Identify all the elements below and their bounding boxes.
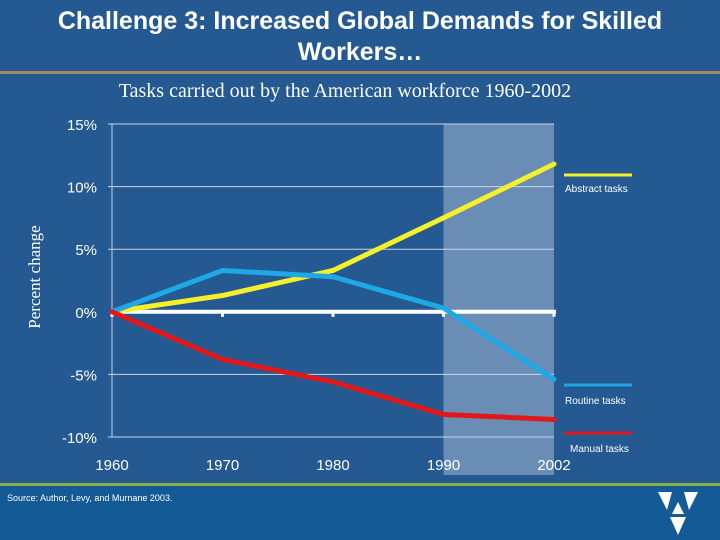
- data-point: [330, 379, 336, 385]
- line-chart: 15% 10% 5% 0% -5% -10% 1960 1970 1980 1990 2002 Abs…: [62, 117, 632, 475]
- title-divider: [0, 71, 720, 74]
- logo-icon: [658, 492, 698, 535]
- legend-label: Manual tasks: [570, 444, 629, 455]
- highlight-band: [443, 124, 554, 475]
- legend-label: Routine tasks: [565, 396, 626, 407]
- source-note: Source: Author, Levy, and Murnane 2003.: [7, 493, 173, 503]
- data-point: [441, 305, 446, 311]
- data-point: [220, 267, 225, 273]
- x-tick-label: 2002: [537, 457, 570, 474]
- y-tick-label: 10%: [67, 180, 97, 197]
- x-tick-label: 1960: [95, 457, 128, 474]
- data-point: [109, 309, 115, 315]
- data-point: [551, 416, 557, 422]
- footer-divider: [0, 483, 720, 486]
- data-point: [220, 293, 225, 299]
- x-tick-label: 1980: [316, 457, 349, 474]
- data-point: [441, 215, 446, 221]
- data-point: [551, 161, 557, 167]
- y-tick-label: 5%: [75, 242, 97, 259]
- data-point: [551, 376, 557, 382]
- data-point: [441, 411, 446, 417]
- x-tick-label: 1990: [427, 457, 460, 474]
- footer: [0, 486, 720, 540]
- y-tick-label: -5%: [70, 367, 97, 384]
- x-tick-label: 1970: [206, 457, 239, 474]
- data-point: [330, 274, 336, 280]
- data-point: [330, 267, 336, 273]
- y-tick-label: 15%: [67, 117, 97, 134]
- y-tick-label: 0%: [75, 305, 97, 322]
- legend-label: Abstract tasks: [565, 184, 628, 195]
- y-tick-label: -10%: [62, 430, 97, 447]
- data-point: [220, 356, 225, 362]
- slide-title: Challenge 3: Increased Global Demands fo…: [57, 7, 663, 66]
- chart-title: Tasks carried out by the American workfo…: [118, 80, 572, 102]
